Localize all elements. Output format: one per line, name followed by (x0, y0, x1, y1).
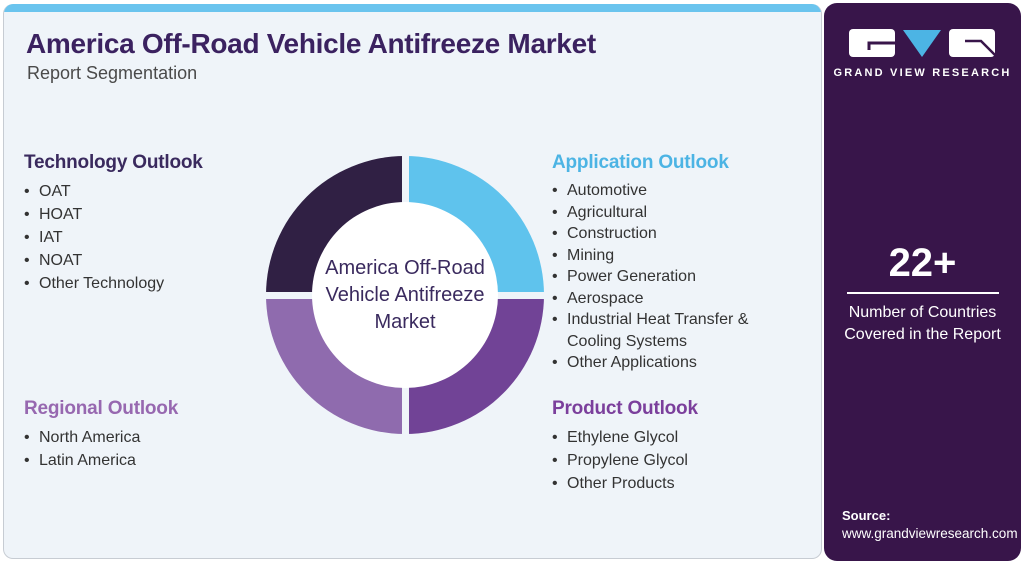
section-list: Ethylene GlycolPropylene GlycolOther Pro… (552, 426, 792, 495)
list-item: North America (24, 426, 249, 449)
countries-stat: 22+ Number of Countries Covered in the R… (824, 241, 1021, 346)
donut-center-label: America Off-Road Vehicle Antifreeze Mark… (325, 256, 485, 333)
section-regional-outlook: Regional Outlook North AmericaLatin Amer… (24, 398, 249, 472)
list-item: Power Generation (552, 266, 792, 288)
source-label: Source: (842, 508, 891, 523)
top-accent-strip (4, 4, 821, 12)
list-item: OAT (24, 180, 249, 203)
section-heading: Technology Outlook (24, 152, 203, 173)
list-item: Ethylene Glycol (552, 426, 792, 449)
brand-logo: GRAND VIEW RESEARCH (824, 27, 1021, 79)
list-item: Construction (552, 223, 792, 245)
stat-value: 22+ (888, 241, 957, 285)
list-item: Latin America (24, 449, 249, 472)
brand-sidebar: GRAND VIEW RESEARCH 22+ Number of Countr… (824, 3, 1021, 561)
section-list: OATHOATIATNOATOther Technology (24, 180, 249, 295)
list-item: Other Products (552, 472, 792, 495)
brand-name: GRAND VIEW RESEARCH (833, 67, 1012, 79)
list-item: Automotive (552, 180, 792, 202)
source-url: www.grandviewresearch.com (842, 526, 1018, 541)
section-heading: Application Outlook (552, 152, 729, 173)
section-heading: Product Outlook (552, 398, 698, 419)
stat-divider (846, 292, 999, 294)
list-item: Agricultural (552, 202, 792, 224)
gvr-logo-icon (848, 29, 998, 58)
section-heading: Regional Outlook (24, 398, 179, 419)
list-item: Propylene Glycol (552, 449, 792, 472)
section-product-outlook: Product Outlook Ethylene GlycolPropylene… (552, 398, 792, 495)
list-item: IAT (24, 226, 249, 249)
list-item: NOAT (24, 249, 249, 272)
list-item: Other Technology (24, 272, 249, 295)
main-panel: America Off-Road Vehicle Antifreeze Mark… (3, 4, 822, 559)
source-block: Source: www.grandviewresearch.com (842, 508, 1018, 541)
section-application-outlook: Application Outlook AutomotiveAgricultur… (552, 152, 792, 374)
donut-center: America Off-Road Vehicle Antifreeze Mark… (312, 202, 498, 388)
stat-label: Number of Countries Covered in the Repor… (844, 304, 1001, 343)
donut-chart: America Off-Road Vehicle Antifreeze Mark… (266, 156, 544, 434)
page-subtitle: Report Segmentation (27, 63, 198, 83)
list-item: Other Applications (552, 352, 792, 374)
section-list: AutomotiveAgriculturalConstructionMining… (552, 180, 792, 374)
section-technology-outlook: Technology Outlook OATHOATIATNOATOther T… (24, 152, 249, 295)
list-item: Industrial Heat Transfer & Cooling Syste… (552, 309, 792, 352)
page-title: America Off-Road Vehicle Antifreeze Mark… (26, 28, 596, 59)
list-item: Aerospace (552, 288, 792, 310)
section-list: North AmericaLatin America (24, 426, 249, 472)
list-item: HOAT (24, 203, 249, 226)
list-item: Mining (552, 245, 792, 267)
